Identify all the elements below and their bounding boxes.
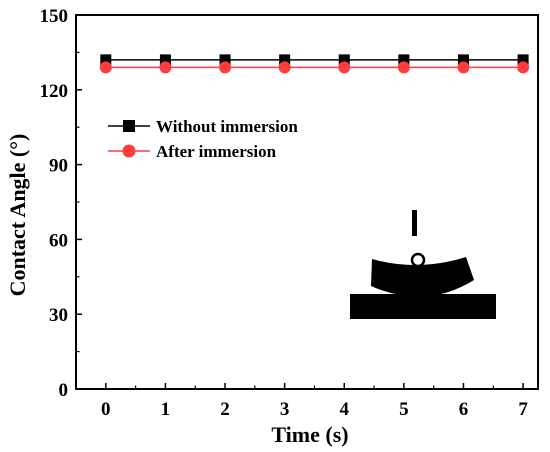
data-point-square [100,54,112,66]
tick-labels: 0 30 60 90 120 150 0 1 2 3 4 5 6 7 [40,6,529,420]
axis-ticks [76,14,524,390]
data-point-square [338,54,350,66]
y-tick-label: 90 [49,156,68,177]
data-point-circle [397,61,410,74]
data-point-square [457,54,469,66]
inset-droplet-shape [371,257,474,297]
data-point-circle [457,61,470,74]
x-tick-label: 6 [459,399,469,420]
legend: Without immersion After immersion [108,117,298,161]
x-tick-label: 1 [161,399,171,420]
data-point-circle [159,61,172,74]
legend-marker-square [123,120,135,132]
y-tick-label: 30 [49,305,68,326]
y-tick-label: 60 [49,230,68,251]
data-point-square [219,54,231,66]
legend-label-without-immersion: Without immersion [156,117,298,136]
x-tick-label: 3 [280,399,290,420]
data-point-square [517,54,529,66]
data-point-circle [99,61,112,74]
x-axis-title: Time (s) [271,422,348,447]
data-point-circle [338,61,351,74]
legend-label-after-immersion: After immersion [156,142,277,161]
legend-entry-without-immersion: Without immersion [108,117,298,136]
x-tick-label: 0 [101,399,111,420]
data-point-circle [517,61,530,74]
x-tick-label: 2 [220,399,230,420]
y-tick-label: 120 [40,81,69,102]
data-point-square [159,54,171,66]
data-point-square [398,54,410,66]
x-tick-label: 4 [340,399,350,420]
inset-needle [412,210,417,236]
plot-frame [75,14,539,390]
data-point-circle [219,61,232,74]
y-axis-title: Contact Angle (°) [5,134,30,297]
legend-entry-after-immersion: After immersion [108,142,277,161]
data-point-square [279,54,291,66]
x-tick-label: 5 [399,399,409,420]
x-tick-label: 7 [518,399,528,420]
inset-substrate [350,294,496,319]
droplet-inset-image [350,210,496,319]
inset-droplet-highlight [410,252,426,268]
data-point-circle [278,61,291,74]
legend-marker-circle [122,144,136,158]
y-tick-label: 0 [59,380,69,401]
series-layer [99,54,530,74]
y-tick-label: 150 [40,6,69,27]
